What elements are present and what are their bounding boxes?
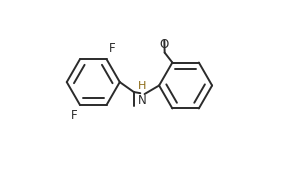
Text: F: F xyxy=(109,42,116,55)
Text: N: N xyxy=(138,94,147,107)
Text: O: O xyxy=(159,38,168,51)
Text: F: F xyxy=(71,109,78,122)
Text: H: H xyxy=(138,82,146,91)
